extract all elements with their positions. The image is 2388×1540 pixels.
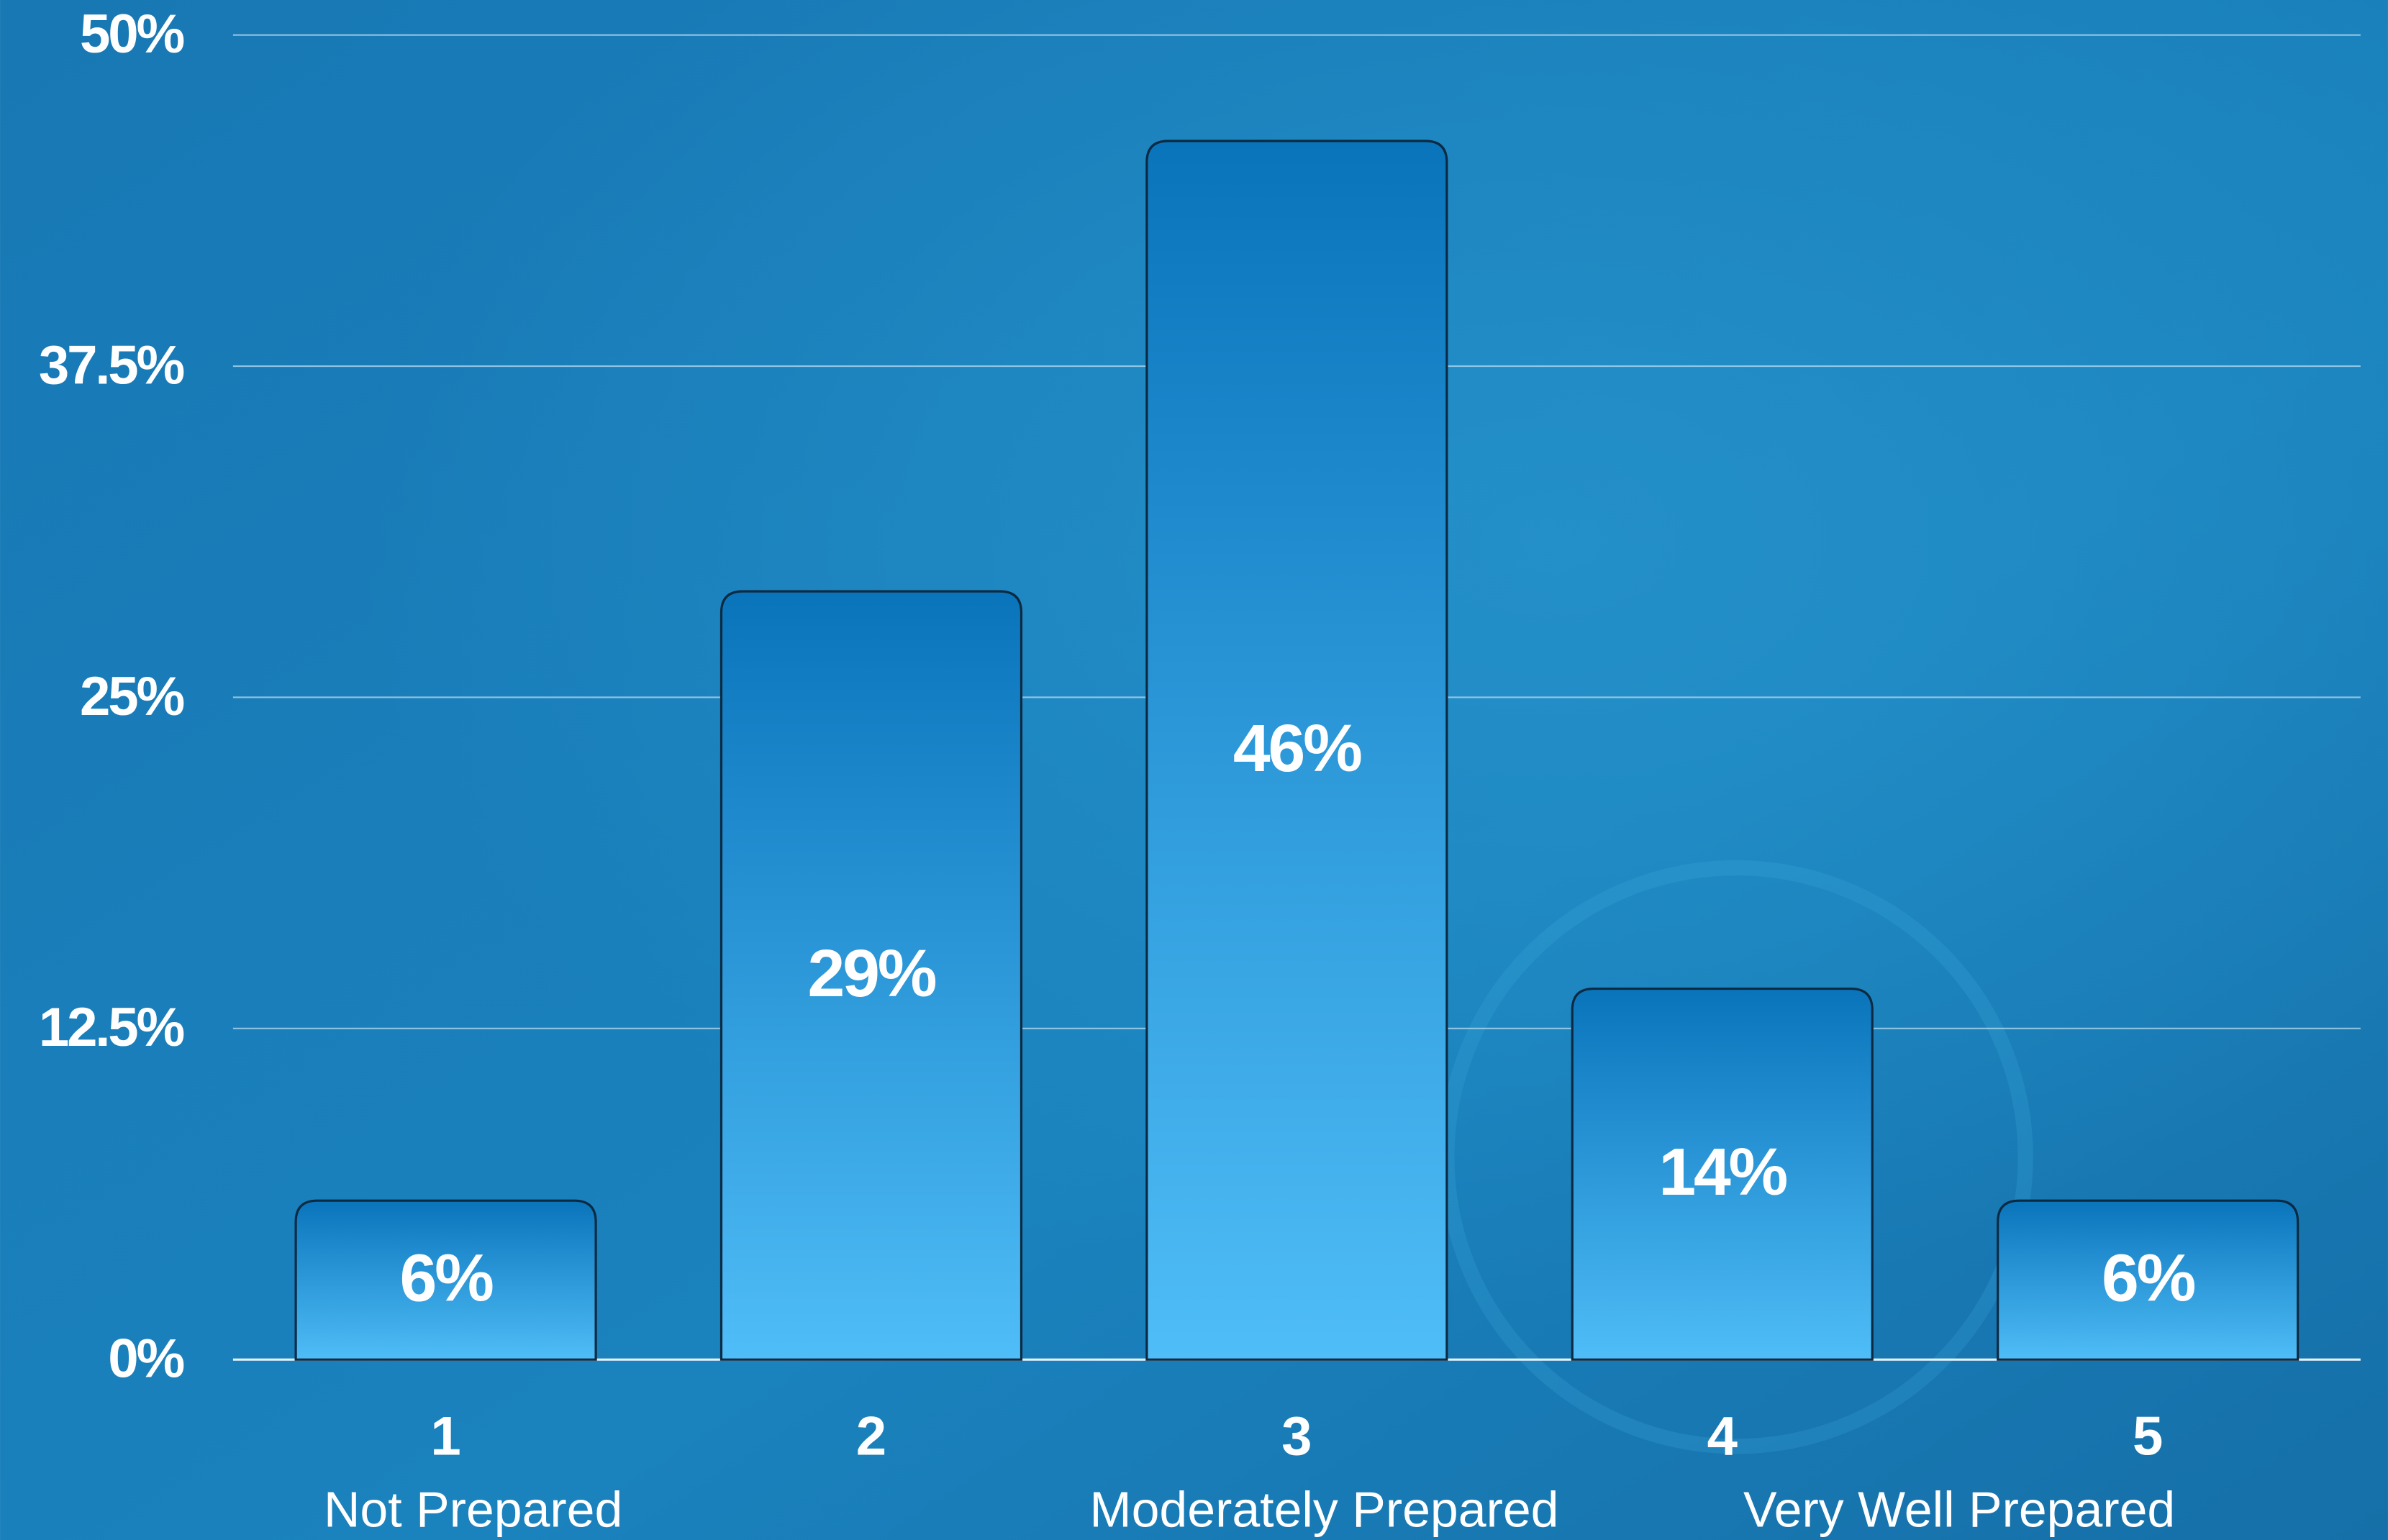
bar bbox=[1571, 987, 1874, 1361]
bar bbox=[1145, 140, 1448, 1361]
value-label: 6% bbox=[2102, 1241, 2195, 1316]
x-tick-sublabel: Moderately Prepared bbox=[1089, 1481, 1558, 1537]
y-tick-label: 0% bbox=[108, 1329, 183, 1390]
y-tick-label: 37.5% bbox=[39, 334, 184, 396]
y-tick-label: 50% bbox=[80, 4, 183, 65]
bar bbox=[719, 590, 1023, 1361]
value-label: 46% bbox=[1233, 711, 1361, 785]
bar bbox=[294, 1199, 597, 1361]
x-tick-label: 3 bbox=[1281, 1405, 1312, 1467]
y-tick-label: 25% bbox=[80, 666, 183, 727]
x-tick-sublabel: Very Well Prepared bbox=[1743, 1481, 2175, 1537]
x-tick-label: 5 bbox=[2133, 1405, 2163, 1467]
x-tick-label: 4 bbox=[1707, 1405, 1738, 1467]
bar bbox=[1997, 1199, 2300, 1361]
x-tick-label: 2 bbox=[856, 1405, 886, 1467]
x-tick-sublabel: Not Prepared bbox=[324, 1481, 622, 1537]
value-label: 14% bbox=[1658, 1134, 1787, 1209]
value-label: 6% bbox=[399, 1241, 493, 1316]
value-label: 29% bbox=[808, 936, 936, 1011]
y-tick-label: 12.5% bbox=[39, 997, 184, 1058]
x-tick-label: 1 bbox=[430, 1405, 460, 1467]
